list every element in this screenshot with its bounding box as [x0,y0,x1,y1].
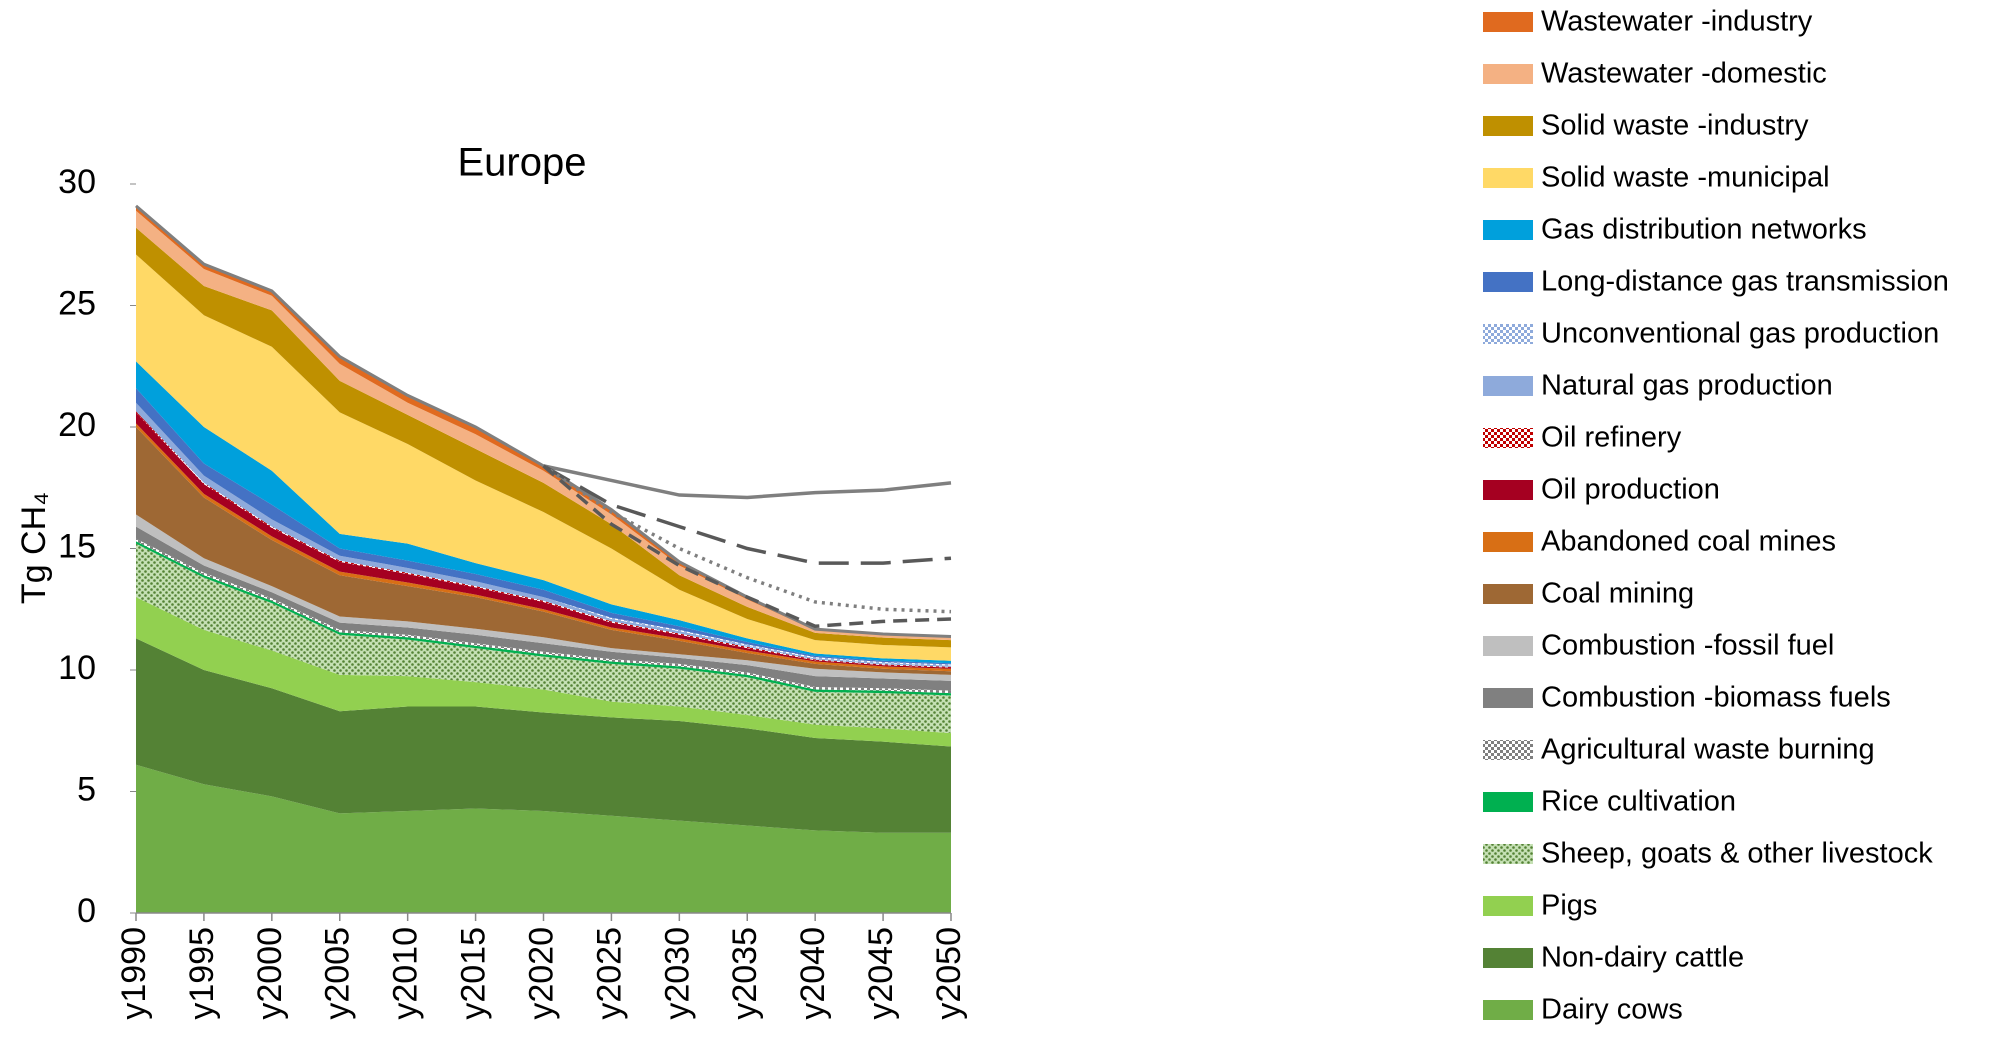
y-tick-label: 15 [58,527,96,565]
legend-label: Oil refinery [1541,422,1682,454]
legend-swatch [1483,740,1533,760]
x-tick-label: y2015 [455,927,493,1020]
area [136,597,951,747]
legend-label: Combustion -biomass fuels [1541,682,1891,714]
scenario-line [542,464,952,614]
area [136,638,951,833]
legend-label: Abandoned coal mines [1541,526,1836,558]
y-axis-label: Tg CH₄ [15,492,53,604]
legend-swatch [1483,324,1533,344]
area [136,427,951,675]
area [136,543,951,734]
legend-label: Gas distribution networks [1541,214,1867,246]
legend-label: Combustion -fossil fuel [1541,630,1834,662]
area [136,402,951,667]
legend-swatch [1483,480,1533,500]
legend-label: Pigs [1541,890,1597,922]
legend-swatch [1483,844,1533,864]
legend-swatch [1483,376,1533,396]
legend-swatch [1483,272,1533,292]
y-tick-label: 0 [77,892,96,930]
area [136,388,951,665]
legend-swatch [1483,168,1533,188]
legend-swatch [1483,636,1533,656]
x-tick-label: y2040 [794,927,832,1020]
area [136,526,951,691]
area [136,361,951,664]
legend-swatch [1483,1000,1533,1020]
legend-label: Solid waste -industry [1541,110,1809,142]
legend-label: Coal mining [1541,578,1694,610]
scenario-line [543,464,952,500]
x-tick-label: y2045 [862,927,900,1020]
legend-label: Agricultural waste burning [1541,734,1875,766]
x-tick-label: y2025 [590,927,628,1020]
legend-swatch [1483,220,1533,240]
x-tick-label: y1995 [183,927,221,1020]
legend-label: Wastewater -domestic [1541,58,1827,90]
y-tick-label: 20 [58,406,96,444]
legend-swatch [1483,584,1533,604]
legend-label: Long-distance gas transmission [1541,266,1949,298]
legend-swatch [1483,64,1533,84]
legend-swatch [1483,12,1533,32]
x-tick-label: y2020 [522,927,560,1020]
x-tick-label: y1990 [115,927,153,1020]
legend-label: Dairy cows [1541,994,1683,1026]
legend-swatch [1483,116,1533,136]
scenario-line [542,464,952,565]
legend-label: Wastewater -industry [1541,6,1813,38]
legend-swatch [1483,948,1533,968]
legend-label: Rice cultivation [1541,786,1736,818]
legend-label: Unconventional gas production [1541,318,1939,350]
legend-label: Non-dairy cattle [1541,942,1744,974]
y-tick-label: 10 [58,649,96,687]
scenario-line [542,464,952,629]
x-tick-label: y2010 [387,927,425,1020]
x-tick-label: y2030 [658,927,696,1020]
legend-swatch [1483,792,1533,812]
legend-swatch [1483,896,1533,916]
legend-swatch [1483,688,1533,708]
legend-label: Natural gas production [1541,370,1833,402]
legend-swatch [1483,428,1533,448]
legend-swatch [1483,532,1533,552]
x-tick-label: y2050 [930,927,968,1020]
chart-title: Europe [458,141,587,185]
y-tick-label: 25 [58,284,96,322]
area [136,764,951,913]
x-tick-label: y2000 [251,927,289,1020]
x-tick-label: y2005 [319,927,357,1020]
legend-label: Solid waste -municipal [1541,162,1830,194]
area [136,254,951,661]
y-tick-label: 5 [77,770,96,808]
legend-label: Oil production [1541,474,1720,506]
legend-label: Sheep, goats & other livestock [1541,838,1933,870]
x-tick-label: y2035 [726,927,764,1020]
y-tick-label: 30 [58,163,96,201]
